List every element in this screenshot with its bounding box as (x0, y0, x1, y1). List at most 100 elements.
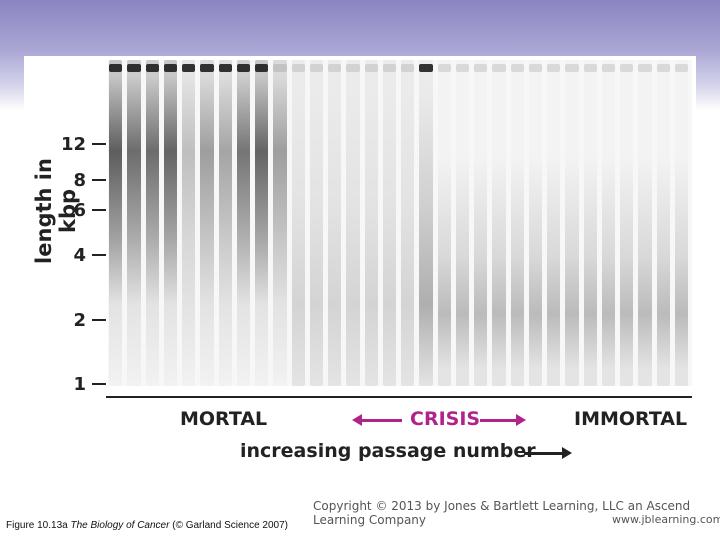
gel-well (382, 64, 396, 72)
gel-lane (273, 60, 287, 386)
gel-lane (638, 60, 652, 386)
tick-label: 12 (60, 134, 86, 155)
gel-lane (236, 60, 250, 386)
gel-figure: length in kbp 12 8 6 4 2 1 MORTAL CRISIS… (24, 56, 696, 466)
gel-well (674, 64, 688, 72)
gel-well (200, 64, 214, 72)
gel-well (218, 64, 232, 72)
tick-4: 4 (62, 245, 108, 266)
gel-well (620, 64, 634, 72)
gel-lane (674, 60, 688, 386)
gel-lane (601, 60, 615, 386)
crisis-arrow-right-line (480, 419, 518, 422)
gel-lane (565, 60, 579, 386)
gel-lane (309, 60, 323, 386)
gel-well (291, 64, 305, 72)
crisis-arrow-left-line (360, 419, 402, 422)
gel-lane (492, 60, 506, 386)
gel-well (401, 64, 415, 72)
tick-label: 4 (73, 245, 86, 266)
gel-lane (364, 60, 378, 386)
tick-label: 8 (73, 170, 86, 191)
caption-book-title: The Biology of Cancer (70, 520, 170, 531)
gel-lane (583, 60, 597, 386)
gel-well (364, 64, 378, 72)
gel-lane (474, 60, 488, 386)
tick-mark (92, 383, 106, 385)
tick-mark (92, 179, 106, 181)
gel-lane (163, 60, 177, 386)
y-axis-title: length in kbp (32, 158, 80, 264)
phase-immortal-label: IMMORTAL (574, 408, 688, 430)
gel-lane (291, 60, 305, 386)
caption-credit: (© Garland Science 2007) (172, 520, 288, 531)
gel-well (601, 64, 615, 72)
gel-lane (620, 60, 634, 386)
gel-lane (255, 60, 269, 386)
gel-well (474, 64, 488, 72)
figure-caption: Figure 10.13a The Biology of Cancer (© G… (6, 520, 288, 531)
gel-well (163, 64, 177, 72)
gel-well (638, 64, 652, 72)
tick-mark (92, 143, 106, 145)
tick-mark (92, 209, 106, 211)
gel-well (528, 64, 542, 72)
publisher-website: www.jblearning.com (612, 513, 720, 526)
tick-mark (92, 319, 106, 321)
crisis-arrow-left-icon (352, 414, 362, 426)
gel-well (127, 64, 141, 72)
gel-lane (127, 60, 141, 386)
gel-lane (510, 60, 524, 386)
gel-well (419, 64, 433, 72)
passage-arrow-icon (562, 447, 572, 459)
gel-lane (328, 60, 342, 386)
tick-12: 12 (60, 134, 108, 155)
caption-figure-number: Figure 10.13a (6, 520, 68, 531)
gel-lane (346, 60, 360, 386)
tick-8: 8 (62, 170, 108, 191)
gel-well (565, 64, 579, 72)
gel-lane (382, 60, 396, 386)
gel-lane (145, 60, 159, 386)
gel-lane (218, 60, 232, 386)
gel-well (656, 64, 670, 72)
gel-lane (419, 60, 433, 386)
gel-baseline (106, 396, 692, 398)
tick-label: 1 (73, 374, 86, 395)
gel-image (108, 60, 692, 386)
x-axis-title: increasing passage number (240, 440, 536, 462)
gel-well (455, 64, 469, 72)
gel-well (145, 64, 159, 72)
tick-label: 6 (73, 200, 86, 221)
gel-well (328, 64, 342, 72)
gel-well (109, 64, 123, 72)
gel-lane (437, 60, 451, 386)
gel-well (346, 64, 360, 72)
phase-mortal-label: MORTAL (180, 408, 268, 430)
gel-well (236, 64, 250, 72)
tick-1: 1 (62, 374, 108, 395)
copyright-notice: Copyright © 2013 by Jones & Bartlett Lea… (313, 499, 691, 527)
gel-well (547, 64, 561, 72)
gel-lane (200, 60, 214, 386)
phase-crisis-label: CRISIS (410, 408, 481, 430)
gel-lane (109, 60, 123, 386)
gel-well (437, 64, 451, 72)
crisis-arrow-right-icon (516, 414, 526, 426)
tick-6: 6 (62, 200, 108, 221)
gel-lane (401, 60, 415, 386)
gel-lane (182, 60, 196, 386)
gel-well (309, 64, 323, 72)
gel-lane (455, 60, 469, 386)
gel-well (583, 64, 597, 72)
gel-well (182, 64, 196, 72)
tick-2: 2 (62, 310, 108, 331)
gel-lane (528, 60, 542, 386)
passage-arrow-line (524, 452, 564, 455)
gel-well (255, 64, 269, 72)
gel-lane (547, 60, 561, 386)
gel-well (510, 64, 524, 72)
tick-label: 2 (73, 310, 86, 331)
gel-lane (656, 60, 670, 386)
gel-well (492, 64, 506, 72)
